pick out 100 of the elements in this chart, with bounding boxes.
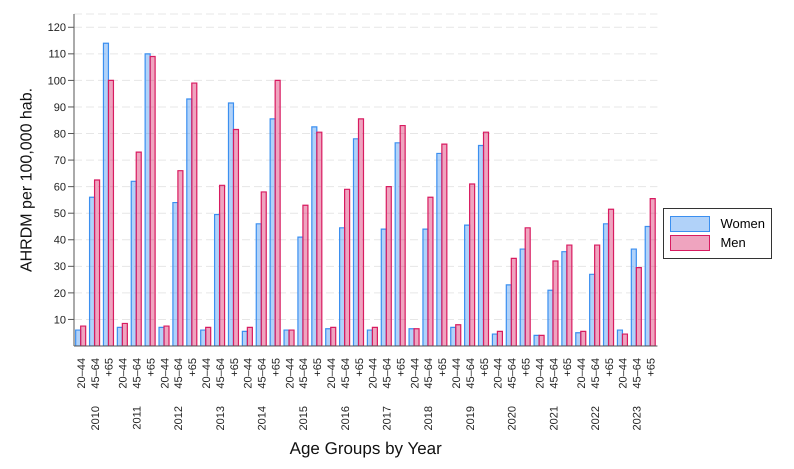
x-tick-label: 20–44 — [368, 358, 380, 389]
text: 2013 — [214, 406, 227, 430]
x-tick-label: +65 — [354, 358, 366, 377]
x-tick-label: 20–44 — [242, 358, 255, 389]
bar — [246, 326, 253, 346]
bar — [496, 330, 504, 346]
text: 2014 — [256, 406, 269, 430]
bar — [510, 258, 517, 346]
text: 2012 — [173, 406, 186, 430]
y-axis-title: AHRDM per 100,000 hab. — [18, 88, 36, 272]
x-tick-label: +65 — [228, 358, 241, 377]
legend-label: Men — [720, 235, 746, 250]
bar — [358, 118, 364, 346]
bar — [205, 326, 212, 346]
y-tick-label: 80 — [54, 128, 66, 140]
y-tick-label: 40 — [54, 234, 66, 247]
x-tick-label: 20–44 — [409, 358, 422, 389]
bar — [650, 198, 656, 346]
x-tick-label: 45–64 — [382, 358, 394, 389]
x-tick-label: 20–44 — [451, 358, 464, 389]
bar — [524, 227, 531, 346]
x-tick-label: +65 — [395, 358, 408, 377]
x-tick-label: 20–44 — [576, 358, 588, 389]
x-tick-label: 20–44 — [326, 358, 338, 389]
x-tick-label: 45–64 — [506, 358, 519, 389]
bar — [636, 267, 642, 346]
bar — [302, 204, 309, 346]
x-tick-label: +65 — [270, 358, 282, 377]
bar — [94, 179, 100, 346]
legend-label: Women — [720, 216, 765, 231]
x-tick-label: 45–64 — [340, 358, 352, 389]
bar — [330, 326, 336, 346]
x-tick-label: 20–44 — [534, 358, 546, 389]
x-axis-title: Age Groups by Year — [290, 439, 442, 458]
y-tick-label: 20 — [54, 288, 66, 300]
x-tick-label: +65 — [604, 358, 616, 377]
bar — [136, 152, 142, 346]
bar — [400, 124, 406, 346]
bar — [386, 186, 392, 346]
bar — [538, 334, 545, 346]
text: 2011 — [132, 406, 144, 430]
x-tick-label: +65 — [187, 358, 200, 377]
bar — [594, 244, 600, 346]
y-tick-label: 70 — [54, 154, 66, 167]
x-tick-label: +65 — [312, 358, 324, 377]
x-tick-label: 20–44 — [76, 358, 88, 389]
y-tick-label: 30 — [54, 261, 66, 274]
bar — [441, 144, 448, 346]
x-tick-label: 45–64 — [256, 358, 269, 389]
text: 2018 — [423, 406, 436, 430]
x-tick-label: 20–44 — [200, 358, 213, 389]
bar — [108, 80, 114, 346]
bar — [316, 132, 322, 346]
bar — [177, 170, 184, 346]
bar — [288, 329, 295, 346]
text: 2015 — [298, 406, 310, 430]
x-tick-label: 45–64 — [548, 358, 560, 389]
y-tick-label: 10 — [54, 314, 66, 326]
x-tick-label: +65 — [562, 358, 574, 377]
bar — [372, 326, 378, 346]
y-tick-label: 50 — [54, 208, 66, 220]
y-tick-label: 60 — [54, 182, 66, 194]
x-tick-label: +65 — [478, 358, 491, 377]
bar — [122, 322, 128, 346]
y-tick-label: 110 — [48, 48, 66, 61]
x-tick-label: 45–64 — [632, 358, 644, 389]
x-tick-label: +65 — [437, 358, 450, 377]
bar — [150, 56, 156, 346]
bar — [163, 325, 170, 346]
x-tick-label: 45–64 — [90, 358, 102, 389]
x-tick-label: 45–64 — [423, 358, 436, 389]
x-tick-label: +65 — [645, 358, 658, 377]
x-tick-label: 20–44 — [118, 358, 130, 389]
x-tick-label: 20–44 — [159, 358, 172, 389]
x-tick-label: 45–64 — [590, 358, 602, 389]
bar — [552, 260, 559, 346]
y-tick-label: 120 — [48, 22, 66, 34]
x-tick-label: 45–64 — [298, 358, 310, 389]
text: 2019 — [464, 406, 477, 430]
text: 2016 — [340, 406, 352, 430]
text: 2020 — [506, 406, 519, 430]
x-tick-label: +65 — [145, 358, 158, 377]
bar — [622, 333, 628, 346]
x-tick-label: 45–64 — [132, 358, 144, 389]
bar — [455, 324, 462, 346]
text: 2010 — [90, 406, 102, 430]
text: 2021 — [548, 406, 560, 430]
text: 2017 — [382, 406, 394, 430]
x-tick-label: 45–64 — [214, 358, 227, 389]
text: 2023 — [632, 406, 644, 430]
bar — [80, 325, 86, 346]
bar — [232, 128, 240, 346]
bar — [427, 196, 434, 346]
bar — [413, 328, 420, 346]
y-tick-label: 100 — [48, 75, 66, 88]
y-tick-label: 90 — [54, 102, 66, 114]
x-tick-label: 20–44 — [492, 358, 505, 389]
x-tick-label: 20–44 — [284, 358, 296, 389]
x-tick-label: 45–64 — [464, 358, 477, 389]
x-tick-label: +65 — [520, 358, 532, 377]
